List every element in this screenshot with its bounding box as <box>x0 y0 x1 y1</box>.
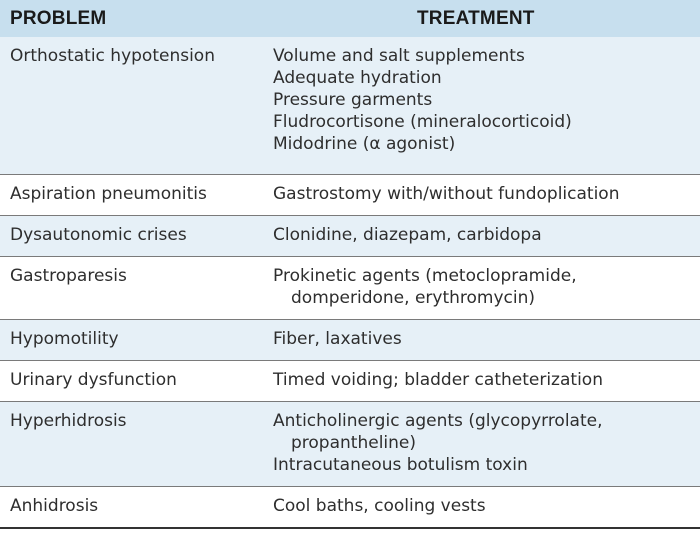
treatment-cell: Cool baths, cooling vests <box>273 495 700 517</box>
treatment-line: Adequate hydration <box>273 68 442 88</box>
treatment-line: Fiber, laxatives <box>273 329 402 349</box>
treatment-cell: Timed voiding; bladder catheterization <box>273 369 700 391</box>
treatment-cell: Volume and salt supplements Adequate hyd… <box>273 45 700 155</box>
treatment-cell: Clonidine, diazepam, carbidopa <box>273 224 700 246</box>
treatment-line: Cool baths, cooling vests <box>273 496 486 516</box>
treatment-line: Timed voiding; bladder catheterization <box>273 370 603 390</box>
treatment-line: Volume and salt supplements <box>273 46 525 66</box>
problem-cell: Hypomotility <box>10 329 119 349</box>
treatment-line: domperidone, erythromycin) <box>291 288 536 308</box>
treatment-line: Midodrine (α agonist) <box>273 134 456 154</box>
problem-cell: Anhidrosis <box>10 496 99 516</box>
problem-cell: Dysautonomic crises <box>10 225 187 245</box>
problem-cell: Urinary dysfunction <box>10 370 177 390</box>
table-row-aspiration-pneumonitis: Aspiration pneumonitis Gastrostomy with/… <box>0 175 700 216</box>
treatment-table: PROBLEM TREATMENT Orthostatic hypotensio… <box>0 0 700 529</box>
treatment-line: Prokinetic agents (metoclopramide, <box>273 266 577 286</box>
problem-cell: Gastroparesis <box>10 266 127 286</box>
table-row-hypomotility: Hypomotility Fiber, laxatives <box>0 320 700 361</box>
problem-cell: Hyperhidrosis <box>10 411 127 431</box>
treatment-line: Clonidine, diazepam, carbidopa <box>273 225 542 245</box>
treatment-line: Intracutaneous botulism toxin <box>273 455 528 475</box>
problem-cell: Aspiration pneumonitis <box>10 184 207 204</box>
table-row-anhidrosis: Anhidrosis Cool baths, cooling vests <box>0 487 700 529</box>
header-problem: PROBLEM <box>10 7 107 29</box>
table-row-dysautonomic-crises: Dysautonomic crises Clonidine, diazepam,… <box>0 216 700 257</box>
problem-cell: Orthostatic hypotension <box>10 46 215 66</box>
treatment-line: Anticholinergic agents (glycopyrrolate, <box>273 411 603 431</box>
treatment-line: Gastrostomy with/without fundoplication <box>273 184 620 204</box>
table-row-orthostatic-hypotension: Orthostatic hypotension Volume and salt … <box>0 37 700 175</box>
table-header: PROBLEM TREATMENT <box>0 0 700 37</box>
treatment-line: propantheline) <box>291 433 417 453</box>
treatment-line: Fludrocortisone (mineralocorticoid) <box>273 112 572 132</box>
header-treatment: TREATMENT <box>417 7 535 29</box>
treatment-line: Pressure garments <box>273 90 433 110</box>
table-row-gastroparesis: Gastroparesis Prokinetic agents (metoclo… <box>0 257 700 320</box>
treatment-cell: Anticholinergic agents (glycopyrrolate, … <box>273 410 700 476</box>
treatment-cell: Gastrostomy with/without fundoplication <box>273 183 700 205</box>
treatment-cell: Fiber, laxatives <box>273 328 700 350</box>
table-row-urinary-dysfunction: Urinary dysfunction Timed voiding; bladd… <box>0 361 700 402</box>
treatment-cell: Prokinetic agents (metoclopramide, dompe… <box>273 265 700 309</box>
table-row-hyperhidrosis: Hyperhidrosis Anticholinergic agents (gl… <box>0 402 700 487</box>
